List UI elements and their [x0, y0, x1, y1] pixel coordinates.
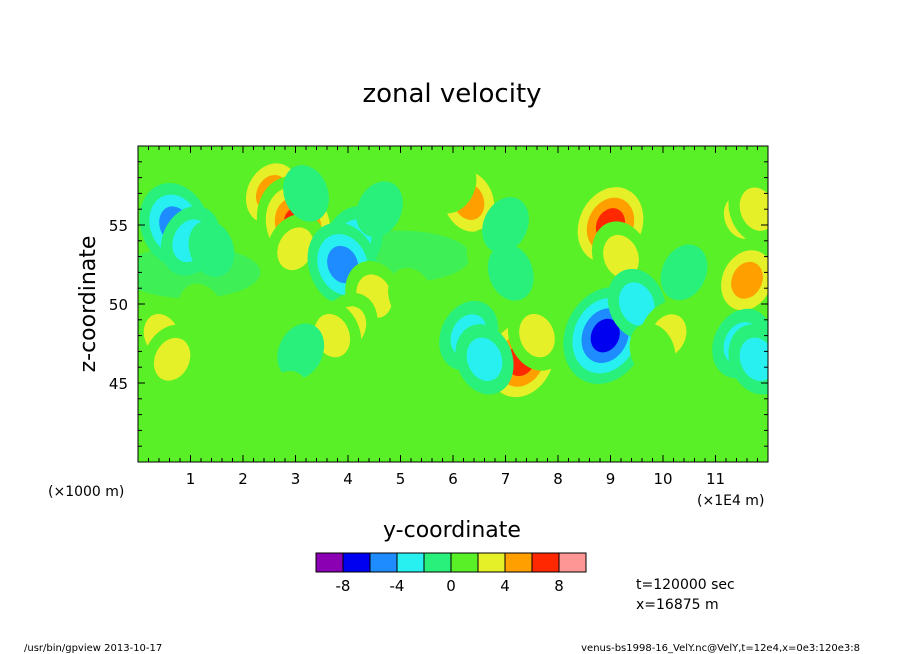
x-tick-label: 11: [706, 470, 725, 488]
x-tick-label: 1: [186, 470, 196, 488]
x-tick-label: 10: [653, 470, 672, 488]
x-tick-label: 7: [501, 470, 511, 488]
y-axis-label: z-coordinate: [76, 236, 101, 373]
contour-field: [138, 151, 768, 449]
legend-swatch-6: [477, 552, 506, 573]
contour-blob-21-1: [482, 197, 529, 253]
contour-blob-13-1: [356, 181, 403, 238]
legend-swatch-5: [450, 552, 479, 573]
position-readout: x=16875 m: [636, 597, 719, 613]
contour-blob-29-4: [590, 318, 620, 353]
legend-swatch-3: [396, 552, 425, 573]
legend-swatch-2: [369, 552, 398, 573]
legend-label: -4: [390, 577, 405, 595]
contour-blob-39-1: [209, 299, 256, 356]
color-legend: -8 -4 0 4 8: [315, 552, 587, 595]
x-tick-label: 5: [396, 470, 406, 488]
legend-label: 4: [500, 577, 510, 595]
time-readout: t=120000 sec: [636, 577, 735, 593]
footer-left: /usr/bin/gpview 2013-10-17: [24, 643, 162, 654]
contour-blob-41-1: [534, 260, 582, 317]
legend-swatch-0: [315, 552, 344, 573]
legend-swatch-8: [531, 552, 560, 573]
footer-right: venus-bs1998-16_VelY.nc@VelY,t=12e4,x=0e…: [581, 643, 860, 654]
contour-blob-5-2: [153, 337, 191, 381]
x-tick-label: 6: [448, 470, 458, 488]
contour-blob-35-3: [731, 261, 763, 299]
contour-blob-9-2: [277, 227, 314, 271]
contour-blob-30-2: [618, 282, 655, 326]
contour-blob-43-1: [261, 370, 309, 427]
x-tick-label: 9: [606, 470, 616, 488]
y-tick-label: 50: [109, 296, 128, 314]
contour-blob-42-1: [403, 370, 450, 428]
x-axis-unit: (×1E4 m): [697, 493, 764, 509]
legend-label: 0: [446, 577, 456, 595]
x-tick-label: 8: [553, 470, 563, 488]
contour-blob-17-1: [277, 323, 325, 380]
legend-swatch-4: [423, 552, 452, 573]
y-axis-unit: (×1000 m): [48, 484, 124, 500]
contour-blob-22-1: [487, 244, 534, 301]
x-tick-label: 3: [291, 470, 301, 488]
contour-blob-44-1: [613, 378, 660, 435]
contour-blob-10-1: [283, 165, 329, 222]
x-tick-label: 4: [343, 470, 353, 488]
contour-blob-2-1: [188, 220, 235, 277]
y-tick-label: 45: [109, 375, 128, 393]
contour-blob-26-2: [466, 337, 503, 381]
chart-title: zonal velocity: [362, 79, 541, 109]
contour-blob-32-1: [629, 323, 676, 380]
contour-blob-36-2: [739, 187, 768, 231]
contour-blob-40-1: [388, 267, 434, 325]
contour-blob-28-2: [603, 234, 639, 279]
legend-swatch-9: [558, 552, 587, 573]
legend-label: 8: [554, 577, 564, 595]
y-tick-label: 55: [109, 217, 128, 235]
contour-blob-33-1: [660, 244, 708, 301]
contour-blob-24-2: [519, 313, 555, 358]
x-axis-label: y-coordinate: [383, 518, 521, 543]
legend-label: -8: [336, 577, 351, 595]
contour-blob-38-2: [739, 337, 768, 381]
contour-blob-19-1: [429, 157, 477, 214]
legend-swatch-1: [342, 552, 371, 573]
x-tick-label: 2: [238, 470, 248, 488]
legend-swatch-7: [504, 552, 533, 573]
